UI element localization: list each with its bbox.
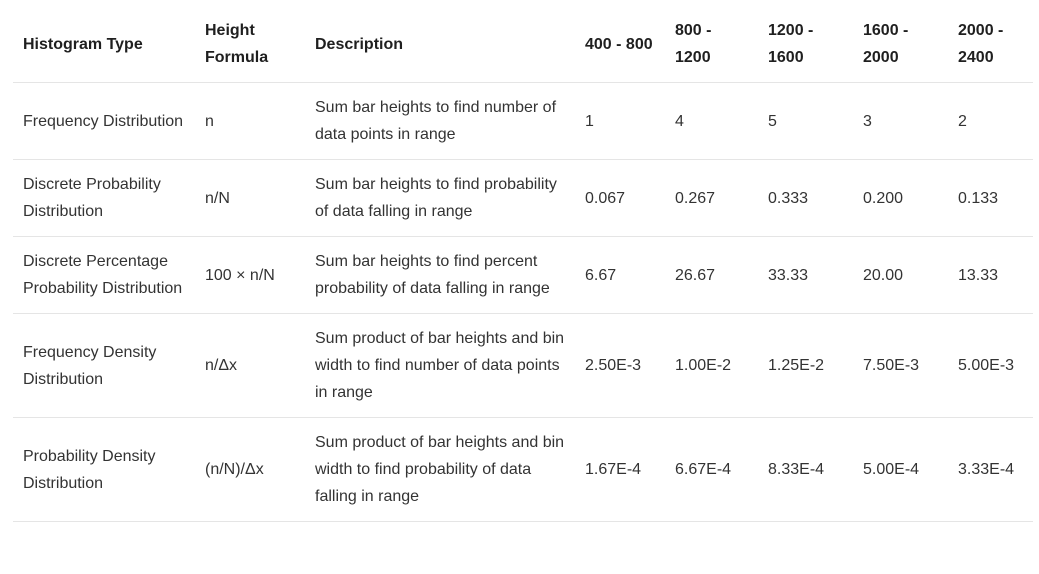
table-row: Discrete Percentage Probability Distribu…: [13, 236, 1033, 314]
cell-bin-1600-2000: 0.200: [853, 159, 948, 237]
cell-bin-1200-1600: 0.333: [758, 159, 853, 237]
cell-height-formula: n/N: [195, 159, 305, 237]
cell-bin-1600-2000: 5.00E-4: [853, 417, 948, 522]
cell-bin-400-800: 1.67E-4: [575, 417, 665, 522]
header-bin-2000-2400: 2000 - 2400: [948, 6, 1033, 83]
cell-description: Sum bar heights to find percent probabil…: [305, 236, 575, 314]
cell-bin-400-800: 2.50E-3: [575, 313, 665, 418]
cell-description: Sum bar heights to find probability of d…: [305, 159, 575, 237]
cell-bin-2000-2400: 0.133: [948, 159, 1033, 237]
cell-bin-2000-2400: 13.33: [948, 236, 1033, 314]
cell-height-formula: n/Δx: [195, 313, 305, 418]
header-bin-1200-1600: 1200 - 1600: [758, 6, 853, 83]
cell-height-formula: 100 × n/N: [195, 236, 305, 314]
cell-bin-800-1200: 1.00E-2: [665, 313, 758, 418]
cell-histogram-type: Frequency Density Distribution: [13, 313, 195, 418]
table-row: Discrete Probability Distribution n/N Su…: [13, 159, 1033, 237]
cell-bin-1200-1600: 1.25E-2: [758, 313, 853, 418]
histogram-types-table: Histogram Type Height Formula Descriptio…: [13, 6, 1033, 522]
header-bin-400-800: 400 - 800: [575, 6, 665, 83]
cell-histogram-type: Probability Density Distribution: [13, 417, 195, 522]
cell-bin-1600-2000: 3: [853, 82, 948, 160]
cell-bin-800-1200: 26.67: [665, 236, 758, 314]
cell-histogram-type: Discrete Percentage Probability Distribu…: [13, 236, 195, 314]
table-body: Frequency Distribution n Sum bar heights…: [13, 82, 1033, 522]
header-bin-1600-2000: 1600 - 2000: [853, 6, 948, 83]
cell-histogram-type: Frequency Distribution: [13, 82, 195, 160]
header-height-formula: Height Formula: [195, 6, 305, 83]
cell-bin-400-800: 6.67: [575, 236, 665, 314]
cell-bin-1600-2000: 20.00: [853, 236, 948, 314]
header-histogram-type: Histogram Type: [13, 6, 195, 83]
cell-bin-400-800: 0.067: [575, 159, 665, 237]
header-bin-800-1200: 800 - 1200: [665, 6, 758, 83]
table-row: Probability Density Distribution (n/N)/Δ…: [13, 417, 1033, 522]
cell-histogram-type: Discrete Probability Distribution: [13, 159, 195, 237]
cell-bin-1600-2000: 7.50E-3: [853, 313, 948, 418]
header-row: Histogram Type Height Formula Descriptio…: [13, 6, 1033, 83]
cell-bin-2000-2400: 3.33E-4: [948, 417, 1033, 522]
cell-bin-1200-1600: 33.33: [758, 236, 853, 314]
cell-description: Sum product of bar heights and bin width…: [305, 313, 575, 418]
cell-bin-1200-1600: 5: [758, 82, 853, 160]
cell-bin-2000-2400: 5.00E-3: [948, 313, 1033, 418]
table-header: Histogram Type Height Formula Descriptio…: [13, 6, 1033, 83]
cell-bin-800-1200: 6.67E-4: [665, 417, 758, 522]
header-description: Description: [305, 6, 575, 83]
cell-bin-800-1200: 4: [665, 82, 758, 160]
cell-description: Sum product of bar heights and bin width…: [305, 417, 575, 522]
histogram-table-container: Histogram Type Height Formula Descriptio…: [13, 6, 1033, 522]
cell-description: Sum bar heights to find number of data p…: [305, 82, 575, 160]
table-row: Frequency Distribution n Sum bar heights…: [13, 82, 1033, 160]
cell-bin-1200-1600: 8.33E-4: [758, 417, 853, 522]
cell-bin-400-800: 1: [575, 82, 665, 160]
cell-height-formula: n: [195, 82, 305, 160]
cell-height-formula: (n/N)/Δx: [195, 417, 305, 522]
table-row: Frequency Density Distribution n/Δx Sum …: [13, 313, 1033, 418]
cell-bin-800-1200: 0.267: [665, 159, 758, 237]
cell-bin-2000-2400: 2: [948, 82, 1033, 160]
